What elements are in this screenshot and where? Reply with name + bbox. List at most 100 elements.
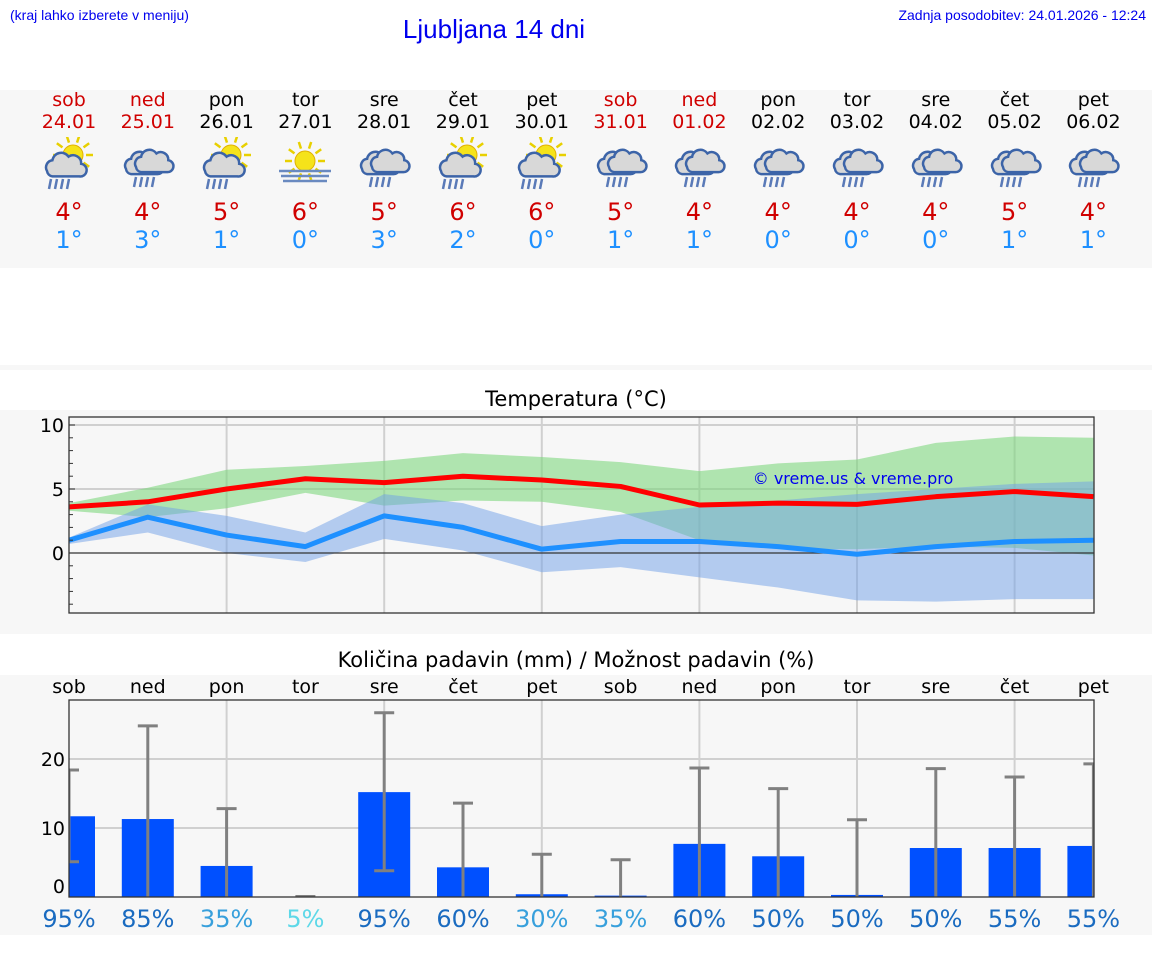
cloud-rain-icon xyxy=(582,137,660,199)
temperature-chart-title: Temperatura (°C) xyxy=(485,387,667,411)
day-date: 26.01 xyxy=(199,111,254,133)
day-name: ned xyxy=(681,89,718,111)
x-day-label: čet xyxy=(1000,676,1030,698)
day-name: ned xyxy=(129,89,166,111)
day-date: 04.02 xyxy=(908,111,963,133)
min-temp: 1° xyxy=(55,226,83,254)
page-title: Ljubljana 14 dni xyxy=(402,14,586,44)
day-date: 05.02 xyxy=(987,111,1042,133)
min-temp: 3° xyxy=(134,226,162,254)
precip-probability: 60% xyxy=(673,905,726,933)
y-tick-label: 10 xyxy=(40,415,64,437)
plot-frame xyxy=(68,699,1095,898)
min-temp: 1° xyxy=(606,226,635,254)
min-temp: 2° xyxy=(449,226,477,254)
sun-cloud-rain-icon xyxy=(188,135,266,199)
day-date: 01.02 xyxy=(672,111,727,133)
max-temp: 6° xyxy=(528,198,556,226)
last-update: Zadnja posodobitev: 24.01.2026 - 12:24 xyxy=(898,7,1146,23)
precip-bar xyxy=(69,816,95,897)
precip-probability: 60% xyxy=(436,905,489,933)
day-name: sre xyxy=(921,89,951,111)
watermark: © vreme.us & vreme.pro xyxy=(753,469,954,488)
min-temp: 0° xyxy=(764,226,792,254)
day-name: pet xyxy=(526,89,558,111)
plot-frame xyxy=(68,416,1095,614)
x-day-label: sre xyxy=(370,676,399,698)
max-temp: 4° xyxy=(843,198,871,226)
max-temp: 4° xyxy=(922,198,950,226)
cloud-rain-icon xyxy=(109,137,187,199)
x-day-label: sob xyxy=(52,676,86,698)
day-date: 25.01 xyxy=(120,111,175,133)
y-tick-label: 5 xyxy=(52,479,64,501)
precip-probability: 55% xyxy=(1067,905,1120,933)
min-temp: 0° xyxy=(528,226,556,254)
x-day-label: pet xyxy=(1078,676,1109,698)
precip-probability: 30% xyxy=(515,905,568,933)
day-name: pon xyxy=(208,89,245,111)
max-temp: 4° xyxy=(1079,198,1108,226)
cloud-rain-icon xyxy=(739,137,817,199)
cloud-rain-icon xyxy=(1054,137,1132,199)
cloud-rain-icon xyxy=(660,137,738,199)
precip-probability: 95% xyxy=(42,905,95,933)
precip-probability: 50% xyxy=(909,905,962,933)
y-tick-label: 10 xyxy=(41,818,65,840)
max-temp: 4° xyxy=(55,198,83,226)
range-band-1 xyxy=(69,481,1094,602)
max-temp: 4° xyxy=(764,198,792,226)
day-date: 24.01 xyxy=(41,111,97,133)
x-day-label: pon xyxy=(760,676,796,698)
y-tick-label: 20 xyxy=(41,749,65,771)
cloud-rain-icon xyxy=(976,137,1054,199)
location-menu-hint[interactable]: (kraj lahko izberete v meniju) xyxy=(10,7,189,23)
sun-cloud-rain-icon xyxy=(503,135,581,199)
min-temp: 0° xyxy=(922,226,950,254)
day-date: 30.01 xyxy=(514,111,569,133)
divider xyxy=(0,365,1152,370)
x-day-label: tor xyxy=(844,676,871,698)
x-day-label: pon xyxy=(209,676,245,698)
day-name: čet xyxy=(999,89,1030,111)
max-temp: 4° xyxy=(134,198,162,226)
day-name: tor xyxy=(843,89,871,111)
day-name: sob xyxy=(603,89,638,111)
day-date: 28.01 xyxy=(356,111,412,133)
sun-cloud-rain-icon xyxy=(30,135,108,199)
min-temp: 0° xyxy=(843,226,871,254)
x-day-label: ned xyxy=(682,676,718,698)
min-temp-line xyxy=(69,513,1094,557)
sun-fog-icon xyxy=(266,137,344,199)
min-temp: 1° xyxy=(1079,226,1108,254)
day-date: 03.02 xyxy=(829,111,885,133)
max-temp: 6° xyxy=(291,198,320,226)
sun-cloud-rain-icon xyxy=(424,135,502,199)
y-tick-label: 0 xyxy=(52,543,64,565)
precip-probability: 50% xyxy=(830,905,883,933)
min-temp: 0° xyxy=(291,226,320,254)
max-temp: 5° xyxy=(606,198,635,226)
day-name: tor xyxy=(291,89,319,111)
max-temp: 5° xyxy=(1000,198,1029,226)
day-date: 02.02 xyxy=(750,111,806,133)
day-name: pon xyxy=(760,89,797,111)
min-temp: 3° xyxy=(370,226,398,254)
y-tick-label: 0 xyxy=(53,876,65,898)
x-day-label: pet xyxy=(526,676,557,698)
day-date: 31.01 xyxy=(593,111,648,133)
daily-summary-panel xyxy=(0,90,1152,268)
plot-area xyxy=(69,711,1094,897)
min-temp: 1° xyxy=(212,226,241,254)
x-day-label: sob xyxy=(604,676,638,698)
x-day-label: ned xyxy=(130,676,166,698)
precip-bar xyxy=(1067,845,1094,897)
x-day-label: čet xyxy=(448,676,478,698)
plot-area xyxy=(69,436,1094,602)
precip-probability: 85% xyxy=(121,905,174,933)
max-temp: 6° xyxy=(449,198,477,226)
cloud-rain-icon xyxy=(897,137,975,199)
precip-probability: 5% xyxy=(286,905,324,933)
